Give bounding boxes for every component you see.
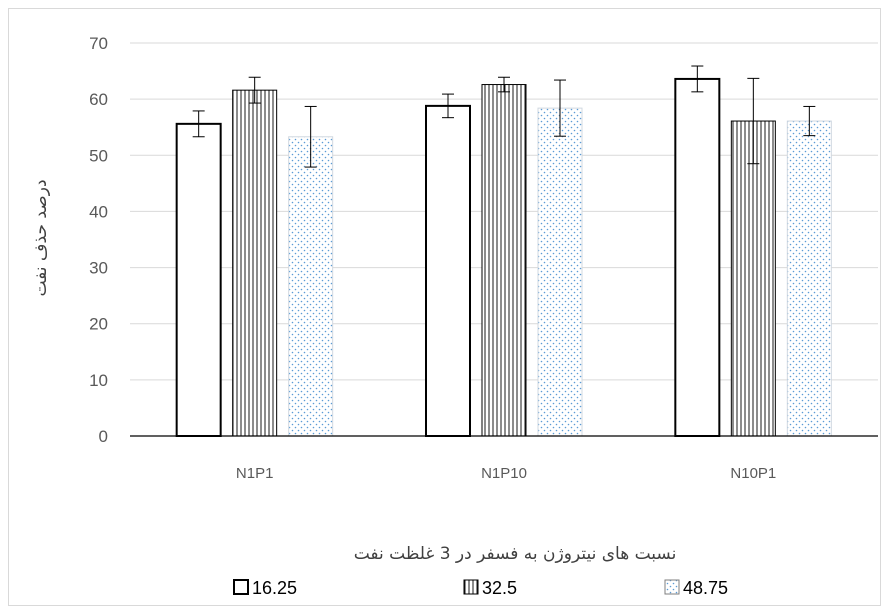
legend-item-32.5: 32.5 [463, 578, 517, 598]
x-category-label: N10P1 [730, 465, 776, 482]
bar-32.5-N1P1 [232, 89, 278, 437]
bar-48.75-N1P10 [537, 107, 583, 437]
error-bar-48.75-N10P1 [803, 105, 816, 137]
legend: 16.25 32.5 48.75 [233, 578, 728, 598]
legend-item-48.75: 48.75 [664, 578, 728, 598]
y-tick-label: 70 [89, 34, 108, 53]
y-tick-label: 60 [89, 90, 108, 109]
y-tick-labels: 0 10 20 30 40 50 60 70 [89, 34, 108, 446]
bar-32.5-N1P10 [481, 84, 527, 437]
bar-32.5-N10P1 [730, 120, 776, 437]
error-bar-48.75-N1P10 [554, 79, 566, 137]
legend-label: 32.5 [482, 578, 517, 598]
error-bar-32.5-N10P1 [747, 77, 760, 165]
error-bars [192, 65, 816, 168]
y-tick-label: 50 [89, 146, 108, 165]
bar-16.25-N1P10 [425, 104, 471, 437]
x-axis-title: نسبت های نیتروژن به فسفر در 3 غلظت نفت [354, 544, 677, 564]
bar-16.25-N10P1 [674, 77, 721, 437]
y-axis-title: درصد حذف نفت [31, 179, 51, 296]
bar-48.75-N10P1 [786, 120, 832, 437]
y-tick-label: 0 [99, 427, 108, 446]
x-category-labels: N1P1 N1P10 N10P1 [236, 465, 776, 482]
y-tick-label: 30 [89, 259, 108, 278]
error-bar-16.25-N1P10 [442, 93, 454, 119]
x-category-label: N1P10 [481, 465, 527, 482]
legend-swatch [463, 579, 479, 595]
legend-label: 16.25 [252, 578, 297, 598]
y-tick-label: 40 [89, 202, 108, 221]
legend-item-16.25: 16.25 [233, 578, 297, 598]
bars [175, 77, 832, 438]
legend-swatch [233, 579, 249, 595]
legend-label: 48.75 [683, 578, 728, 598]
error-bar-16.25-N1P1 [192, 110, 205, 138]
y-tick-label: 10 [89, 371, 108, 390]
error-bar-32.5-N1P10 [498, 76, 510, 93]
error-bar-32.5-N1P1 [248, 76, 261, 104]
legend-swatch [664, 579, 680, 595]
error-bar-48.75-N1P1 [304, 105, 317, 168]
bar-16.25-N1P1 [175, 122, 222, 438]
error-bar-16.25-N10P1 [691, 65, 704, 93]
y-tick-label: 20 [89, 315, 108, 334]
bar-48.75-N1P1 [288, 136, 334, 437]
x-category-label: N1P1 [236, 465, 274, 482]
